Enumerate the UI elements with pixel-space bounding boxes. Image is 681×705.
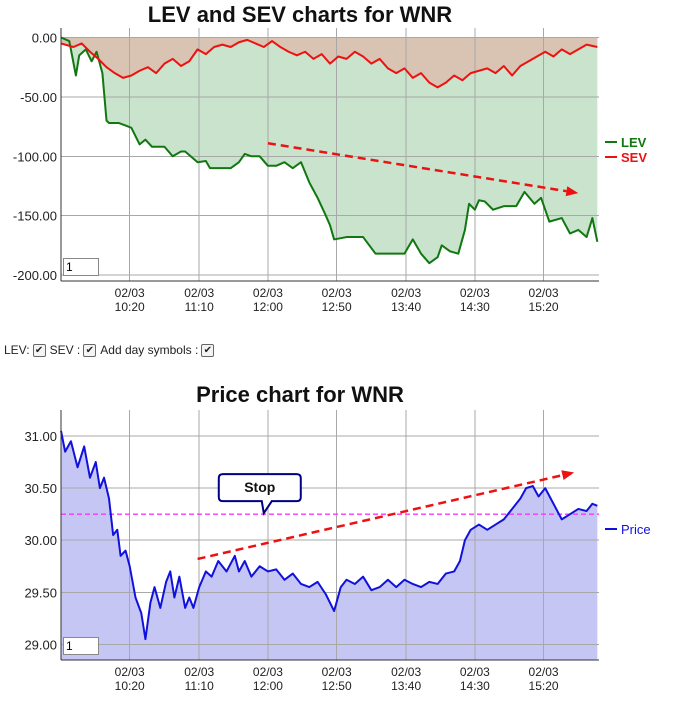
y-tick-label: 31.00 — [24, 429, 57, 444]
chart-controls: LEV: ✔ SEV : ✔ Add day symbols : ✔ — [4, 343, 218, 357]
x-tick-date: 02/03 — [460, 665, 490, 679]
chart-zoom-input-wrap — [63, 258, 99, 276]
y-tick-label: -150.00 — [13, 209, 57, 224]
series-fill-lev — [61, 37, 598, 264]
x-tick-date: 02/03 — [391, 286, 421, 300]
x-tick-time: 12:50 — [322, 300, 352, 314]
x-tick-date: 02/03 — [184, 286, 214, 300]
x-tick-date: 02/03 — [253, 286, 283, 300]
x-tick-time: 14:30 — [460, 300, 490, 314]
x-tick-date: 02/03 — [115, 665, 145, 679]
x-tick-date: 02/03 — [460, 286, 490, 300]
x-tick-time: 11:10 — [185, 300, 214, 314]
legend-label-sev: SEV — [621, 150, 647, 165]
trend-arrow-line — [267, 141, 567, 193]
chart-title: LEV and SEV charts for WNR — [148, 2, 452, 27]
x-tick-date: 02/03 — [529, 286, 559, 300]
lev-sev-chart: LEV and SEV charts for WNR 0.00 -50.00 -100… — [13, 2, 647, 314]
x-tick-time: 13:40 — [391, 300, 421, 314]
x-tick-time: 12:00 — [253, 300, 283, 314]
legend-label-lev: LEV — [621, 135, 647, 150]
x-tick-time: 10:20 — [115, 300, 145, 314]
x-tick-time: 14:30 — [460, 679, 490, 693]
y-tick-label: -200.00 — [13, 268, 57, 283]
x-tick-time: 10:20 — [115, 679, 145, 693]
x-tick-date: 02/03 — [322, 286, 352, 300]
price-chart: Price chart for WNR 31.00 30.50 30.00 29.50 2… — [24, 382, 651, 693]
x-tick-date: 02/03 — [115, 286, 145, 300]
day-symbols-checkbox-label: Add day symbols : — [100, 343, 199, 357]
series-line-price — [60, 430, 598, 641]
x-tick-time: 15:20 — [529, 300, 559, 314]
trend-arrow-line — [197, 473, 563, 561]
x-tick-time: 12:50 — [322, 679, 352, 693]
trend-arrow-head — [565, 186, 579, 197]
lev-checkbox-label: LEV: — [4, 343, 30, 357]
x-tick-date: 02/03 — [184, 665, 214, 679]
y-tick-label: -50.00 — [20, 90, 57, 105]
lev-checkbox[interactable]: ✔ — [32, 343, 46, 357]
x-tick-date: 02/03 — [253, 665, 283, 679]
series-line-sev — [60, 38, 598, 89]
chart-title: Price chart for WNR — [196, 382, 404, 407]
stop-callout-box — [217, 473, 302, 516]
x-tick-time: 15:20 — [529, 679, 559, 693]
legend-label-price: Price — [621, 522, 651, 537]
x-tick-time: 12:00 — [253, 679, 283, 693]
y-tick-label: 30.00 — [24, 533, 57, 548]
y-tick-label: 29.50 — [24, 585, 57, 600]
x-tick-date: 02/03 — [391, 665, 421, 679]
stop-callout-label: Stop — [244, 479, 275, 495]
x-tick-date: 02/03 — [529, 665, 559, 679]
y-tick-label: -100.00 — [13, 149, 57, 164]
x-tick-time: 13:40 — [391, 679, 421, 693]
day-symbols-checkbox[interactable]: ✔ — [201, 343, 215, 357]
chart-zoom-input[interactable] — [63, 637, 99, 655]
chart-zoom-input-wrap — [63, 637, 99, 655]
chart-zoom-input[interactable] — [63, 258, 99, 276]
trend-arrow-head — [561, 470, 575, 481]
series-line-lev — [60, 36, 599, 265]
sev-checkbox-label: SEV : — [49, 343, 81, 357]
x-tick-time: 11:10 — [185, 679, 214, 693]
y-tick-label: 0.00 — [32, 31, 57, 46]
y-tick-label: 30.50 — [24, 481, 57, 496]
sev-checkbox[interactable]: ✔ — [83, 343, 97, 357]
x-tick-date: 02/03 — [322, 665, 352, 679]
y-tick-label: 29.00 — [24, 637, 57, 652]
